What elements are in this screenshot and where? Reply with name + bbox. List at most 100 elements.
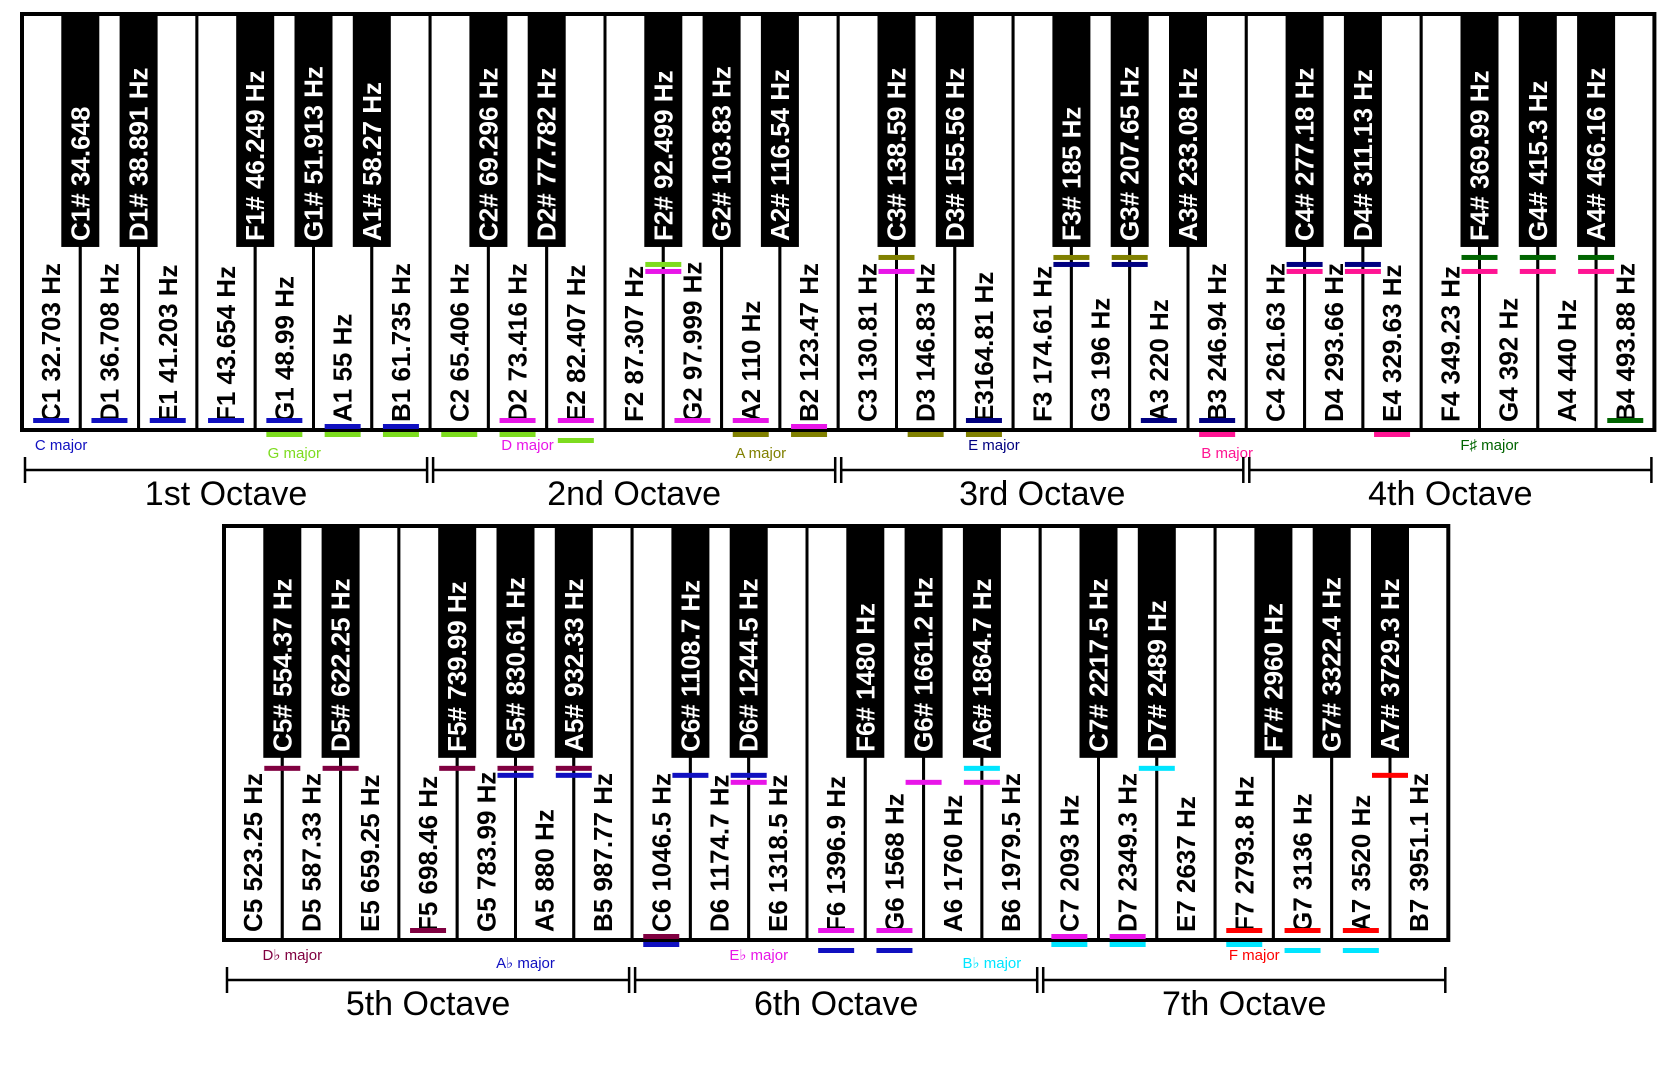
scale-note-mark [1286, 261, 1323, 267]
scale-note-mark [1342, 928, 1379, 933]
black-key-label: D6# 1244.5 Hz [734, 578, 764, 751]
scale-note-mark [557, 418, 594, 423]
scale-name-label: A major [735, 445, 786, 462]
black-key-label: F5# 739.99 Hz [442, 581, 472, 752]
white-key-label: D7 2349.3 Hz [1113, 773, 1143, 932]
scale-note-mark [499, 432, 536, 437]
black-key-label: G6# 1661.2 Hz [909, 577, 939, 752]
black-key [469, 14, 508, 247]
black-key [760, 14, 799, 247]
white-key-label: D2 73.416 Hz [503, 263, 533, 422]
scale-note-mark [1199, 432, 1236, 437]
scale-note-mark [1109, 942, 1146, 947]
white-key-label: A7 3520 Hz [1346, 795, 1376, 932]
black-key-label: D3# 155.56 Hz [940, 68, 970, 241]
scale-note-mark [382, 424, 419, 429]
scale-note-mark [208, 418, 245, 423]
scale-note-mark [266, 432, 303, 437]
white-key-label: E3164.81 Hz [969, 272, 999, 422]
black-key-label: F1# 46.249 Hz [240, 70, 270, 241]
black-key-label: A2# 116.54 Hz [765, 69, 795, 241]
scale-note-mark [643, 934, 680, 939]
scale-note-mark [730, 779, 767, 785]
white-key-label: B3 246.94 Hz [1202, 263, 1232, 422]
scale-name-label: C major [35, 437, 88, 454]
scale-name-label: G major [268, 445, 321, 462]
scale-note-mark [818, 948, 855, 953]
black-key-label: F6# 1480 Hz [850, 603, 880, 752]
black-key [1285, 14, 1324, 247]
scale-note-mark [1226, 928, 1263, 933]
white-key-label: D5 587.33 Hz [296, 773, 326, 932]
white-key-label: B1 61.735 Hz [386, 263, 416, 422]
scale-note-mark [1461, 254, 1498, 260]
scale-note-mark [1053, 254, 1090, 260]
scale-marks: D♭ major [263, 765, 680, 964]
scale-marks: B major [1199, 268, 1615, 462]
black-key-label: A7# 3729.3 Hz [1375, 578, 1405, 751]
scale-note-mark [264, 765, 301, 771]
scale-note-mark [791, 432, 828, 437]
white-key-label: C5 523.25 Hz [238, 773, 268, 932]
white-key-label: B2 123.47 Hz [794, 263, 824, 422]
scale-note-mark [1284, 928, 1321, 933]
black-key [294, 14, 333, 247]
black-key-label: D1# 38.891 Hz [124, 68, 154, 241]
black-key-label: D2# 77.782 Hz [532, 68, 562, 241]
white-key-label: F2 87.307 Hz [619, 266, 649, 422]
black-key [554, 526, 593, 758]
scale-note-mark [730, 772, 767, 778]
scale-note-mark [382, 432, 419, 437]
scale-note-mark [1519, 268, 1556, 274]
scale-name-label: B major [1201, 445, 1253, 462]
scale-name-label: D major [501, 437, 554, 454]
keyboard-frame [222, 524, 1451, 942]
black-key [1110, 14, 1149, 247]
white-key-label: G6 1568 Hz [879, 793, 909, 932]
black-key [1052, 14, 1091, 247]
scale-name-label: D♭ major [263, 947, 323, 964]
scale-note-mark [1372, 772, 1408, 778]
black-key-label: A3# 233.08 Hz [1173, 68, 1203, 241]
scale-name-label: F major [1229, 947, 1280, 964]
scale-note-mark [643, 942, 680, 947]
octave-label: 6th Octave [754, 985, 918, 1023]
white-key-label: D6 1174.7 Hz [705, 774, 735, 932]
black-key-label: F2# 92.499 Hz [648, 70, 678, 241]
scale-name-label: E major [968, 437, 1020, 454]
black-key-label: G7# 3322.4 Hz [1317, 577, 1347, 752]
black-key [671, 526, 710, 758]
black-key-label: A4# 466.16 Hz [1581, 68, 1611, 241]
scale-note-mark [1051, 934, 1088, 939]
black-key [877, 14, 916, 247]
octave-label: 7th Octave [1162, 985, 1326, 1023]
black-key [1343, 14, 1382, 247]
black-key [962, 526, 1001, 758]
black-key [702, 14, 741, 247]
white-key-label: E1 41.203 Hz [153, 264, 183, 422]
black-key-label: A5# 932.33 Hz [559, 578, 589, 751]
scale-note-mark [441, 432, 478, 437]
white-key-label: B6 1979.5 Hz [996, 773, 1026, 932]
scale-note-mark [1342, 948, 1379, 953]
black-key-label: F3# 185 Hz [1056, 107, 1086, 241]
scale-note-mark [963, 765, 1000, 771]
scale-note-mark [963, 779, 1000, 785]
white-key-label: F5 698.46 Hz [413, 776, 443, 932]
scale-note-mark [674, 418, 711, 423]
scale-note-mark [555, 772, 592, 778]
black-key [321, 526, 360, 758]
scale-note-mark [1344, 261, 1381, 267]
scale-note-mark [1140, 418, 1177, 423]
white-key-label: C2 65.406 Hz [444, 263, 474, 422]
octave-label: 3rd Octave [959, 475, 1125, 513]
octave-label: 5th Octave [346, 985, 510, 1023]
black-key [904, 526, 943, 758]
scale-note-mark [876, 928, 913, 933]
black-key [1169, 14, 1207, 247]
scale-note-mark [324, 424, 361, 429]
scale-note-mark [555, 765, 592, 771]
black-key [729, 526, 768, 758]
white-key-label: G2 97.999 Hz [677, 262, 707, 422]
white-key-label: E6 1318.5 Hz [763, 774, 793, 932]
